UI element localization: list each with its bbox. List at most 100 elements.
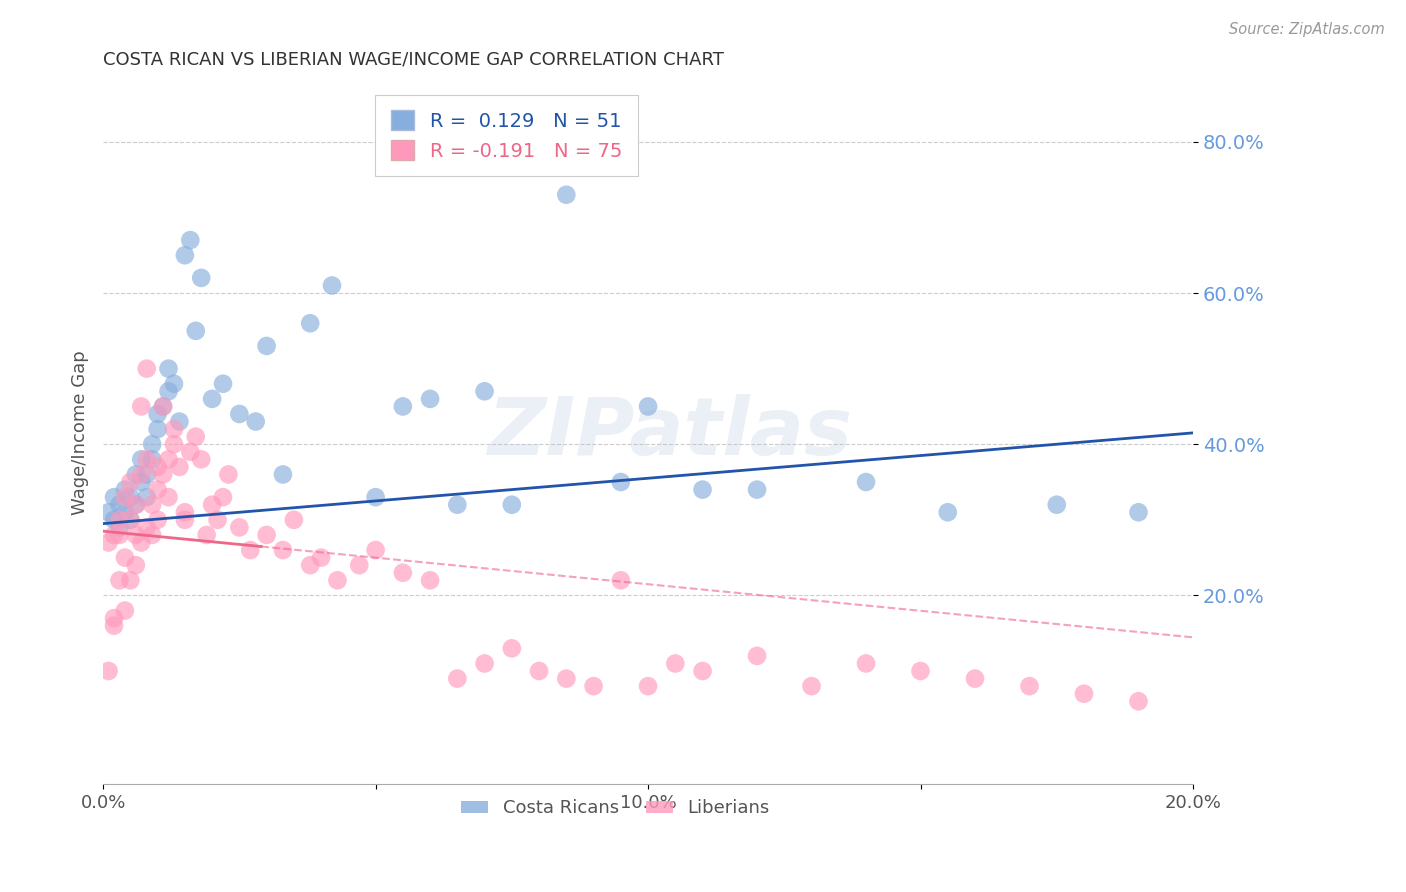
Point [474,384,496,399]
Text: ZIPatlas: ZIPatlas [488,394,852,472]
Point [582,679,605,693]
Point [135,361,157,376]
Point [326,574,349,588]
Point [135,520,157,534]
Legend: Costa Ricans, Liberians: Costa Ricans, Liberians [454,792,778,824]
Point [141,437,163,451]
Point [114,483,136,497]
Point [184,324,207,338]
Point [108,574,131,588]
Point [173,505,195,519]
Point [555,672,578,686]
Point [610,574,633,588]
Point [527,664,550,678]
Point [936,505,959,519]
Point [114,603,136,617]
Point [1128,505,1150,519]
Point [349,558,371,573]
Point [129,475,152,489]
Point [108,528,131,542]
Point [245,415,267,429]
Point [212,376,235,391]
Point [419,392,441,406]
Point [392,566,415,580]
Point [217,467,239,482]
Point [195,528,218,542]
Point [271,467,294,482]
Point [103,528,125,542]
Point [446,498,468,512]
Point [157,361,180,376]
Point [135,467,157,482]
Point [283,513,305,527]
Point [419,574,441,588]
Point [103,611,125,625]
Point [169,459,191,474]
Point [179,233,201,247]
Point [135,490,157,504]
Point [299,316,322,330]
Point [446,672,468,686]
Point [163,422,186,436]
Point [201,498,224,512]
Point [256,339,278,353]
Point [963,672,986,686]
Point [201,392,224,406]
Point [141,452,163,467]
Point [157,384,180,399]
Point [97,505,120,519]
Point [114,550,136,565]
Point [855,475,877,489]
Point [190,452,212,467]
Y-axis label: Wage/Income Gap: Wage/Income Gap [72,351,89,516]
Point [555,187,578,202]
Point [163,437,186,451]
Point [152,467,174,482]
Point [169,415,191,429]
Point [108,520,131,534]
Point [1018,679,1040,693]
Point [474,657,496,671]
Point [103,513,125,527]
Point [271,543,294,558]
Point [228,407,250,421]
Point [146,483,169,497]
Point [1073,687,1095,701]
Point [125,498,148,512]
Point [129,452,152,467]
Point [745,648,768,663]
Point [146,407,169,421]
Point [910,664,932,678]
Point [103,618,125,632]
Point [239,543,262,558]
Point [152,400,174,414]
Point [114,490,136,504]
Point [120,475,142,489]
Point [120,513,142,527]
Point [125,558,148,573]
Point [114,505,136,519]
Point [392,400,415,414]
Point [141,528,163,542]
Point [129,535,152,549]
Text: COSTA RICAN VS LIBERIAN WAGE/INCOME GAP CORRELATION CHART: COSTA RICAN VS LIBERIAN WAGE/INCOME GAP … [103,51,724,69]
Point [152,400,174,414]
Point [173,513,195,527]
Point [125,498,148,512]
Point [1046,498,1069,512]
Point [146,422,169,436]
Point [146,513,169,527]
Point [184,430,207,444]
Point [108,513,131,527]
Point [637,679,659,693]
Point [125,528,148,542]
Point [692,483,714,497]
Point [120,513,142,527]
Point [228,520,250,534]
Point [692,664,714,678]
Point [157,452,180,467]
Point [146,459,169,474]
Point [1128,694,1150,708]
Point [321,278,343,293]
Point [610,475,633,489]
